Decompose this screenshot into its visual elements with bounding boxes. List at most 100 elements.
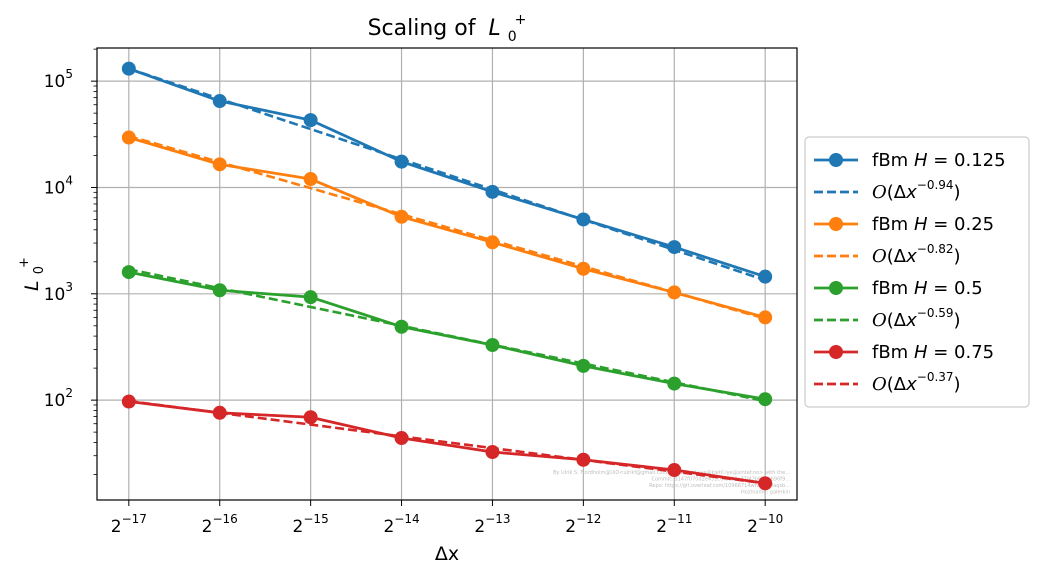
x-tick-label: 2−11	[656, 512, 692, 537]
x-tick-base: 2	[656, 517, 667, 537]
y-tick-base: 10	[44, 391, 66, 411]
x-tick-label: 2−12	[565, 512, 601, 537]
plot-frame	[96, 47, 798, 501]
x-tick-label: 2−17	[111, 512, 147, 537]
legend-entry: O(Δx−0.82)	[814, 242, 961, 267]
y-axis-title-var: L	[21, 280, 43, 291]
legend-label: fBm H = 0.125	[872, 150, 1006, 171]
legend-entry: O(Δx−0.37)	[814, 370, 961, 395]
chart-title-text: Scaling of	[368, 16, 477, 41]
data-point	[758, 310, 773, 325]
data-point	[485, 235, 500, 250]
legend-frame	[804, 136, 1030, 408]
legend-label: O(Δx−0.37)	[872, 370, 961, 395]
legend-entry: fBm H = 0.25	[814, 214, 994, 235]
legend-marker	[829, 345, 843, 359]
y-tick-exp: 2	[65, 386, 73, 400]
data-point	[212, 157, 227, 172]
legend-marker	[829, 281, 843, 295]
legend-entry: fBm H = 0.5	[814, 278, 983, 299]
x-tick-exp: −14	[394, 512, 419, 526]
data-point	[303, 113, 318, 128]
data-point	[576, 261, 591, 276]
data-point	[394, 154, 409, 169]
legend-label: fBm H = 0.25	[872, 214, 994, 235]
y-axis-title-sub: 0	[32, 266, 47, 274]
x-tick-base: 2	[747, 517, 758, 537]
y-tick-label: 102	[44, 386, 73, 411]
x-tick-label: 2−14	[383, 512, 419, 537]
x-tick-base: 2	[111, 517, 122, 537]
y-tick-label: 105	[44, 67, 73, 92]
watermark-line: Commit: d147f070d2e431c6f8c90a37f42b6b1e…	[652, 477, 791, 483]
x-tick-base: 2	[383, 517, 394, 537]
x-tick-exp: −10	[758, 512, 783, 526]
grid-lines	[97, 48, 797, 500]
y-tick-exp: 4	[65, 173, 73, 187]
y-axis-title-sup: +	[17, 257, 32, 268]
legend-entry: O(Δx−0.59)	[814, 306, 961, 331]
fit-series	[128, 134, 766, 320]
y-tick-label: 103	[44, 280, 73, 305]
x-tick-exp: −16	[212, 512, 237, 526]
data-point	[121, 130, 136, 145]
data-point	[212, 283, 227, 298]
x-tick-exp: −11	[667, 512, 692, 526]
fit-series	[128, 268, 766, 403]
watermark-line: Repo: https://git.overleaf.com/10966714w…	[649, 483, 790, 489]
data-point	[758, 269, 773, 284]
y-tick-base: 10	[44, 178, 66, 198]
series-layer	[121, 61, 773, 491]
legend-label: fBm H = 0.75	[872, 342, 994, 363]
fit-line	[128, 67, 766, 282]
x-tick-base: 2	[202, 517, 213, 537]
legend-label: fBm H = 0.5	[872, 278, 983, 299]
data-point	[303, 410, 318, 425]
x-tick-label: 2−15	[293, 512, 329, 537]
legend-label: O(Δx−0.59)	[872, 306, 961, 331]
x-tick-base: 2	[474, 517, 485, 537]
x-tick-label: 2−16	[202, 512, 238, 537]
legend-entry: fBm H = 0.125	[814, 150, 1006, 171]
chart-title-var: L	[488, 16, 500, 41]
y-tick-exp: 3	[65, 280, 73, 294]
watermark-line: Hostname: galerkin	[741, 490, 790, 496]
data-point	[576, 358, 591, 373]
legend-marker	[829, 153, 843, 167]
y-tick-base: 10	[44, 285, 66, 305]
chart-title-sup: +	[515, 12, 527, 28]
y-tick-label: 104	[44, 173, 73, 198]
chart-title-sub: 0	[508, 29, 517, 45]
data-point	[576, 212, 591, 227]
x-axis-title: Δx	[435, 543, 459, 565]
data-point	[303, 172, 318, 187]
x-tick-base: 2	[293, 517, 304, 537]
x-tick-exp: −13	[485, 512, 510, 526]
legend-entry: fBm H = 0.75	[814, 342, 994, 363]
data-point	[394, 431, 409, 446]
x-axis-title-text: Δx	[435, 543, 459, 565]
y-axis-title: L 0 +	[17, 257, 48, 291]
data-point	[212, 94, 227, 109]
x-tick-exp: −17	[122, 512, 147, 526]
data-point	[121, 265, 136, 280]
x-tick-exp: −15	[303, 512, 328, 526]
data-point	[667, 463, 682, 478]
legend-entry: O(Δx−0.94)	[814, 178, 961, 203]
fit-line	[128, 268, 766, 403]
y-tick-exp: 5	[65, 67, 73, 81]
data-point	[758, 392, 773, 407]
fit-series	[128, 67, 766, 282]
legend-marker	[829, 217, 843, 231]
x-tick-exp: −12	[576, 512, 601, 526]
x-tick-base: 2	[565, 517, 576, 537]
legend: fBm H = 0.125 O(Δx−0.94) fBm H = 0.25 O(Δx−…	[804, 136, 1030, 408]
x-tick-label: 2−13	[474, 512, 510, 537]
fit-line	[128, 134, 766, 320]
x-axis-ticks: 2−17 2−16 2−15 2−14 2−13 2−12 2−11 2−10	[111, 500, 783, 537]
legend-label: O(Δx−0.94)	[872, 178, 961, 203]
fit-series	[128, 399, 766, 485]
